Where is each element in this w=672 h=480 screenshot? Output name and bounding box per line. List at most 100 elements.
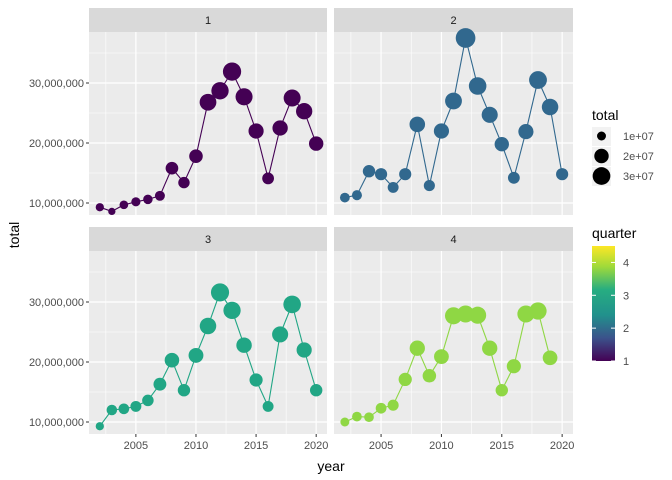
color-legend: quarter 1 2 3 4 (592, 225, 637, 368)
data-point (482, 340, 498, 356)
data-point (506, 359, 521, 374)
data-point (556, 168, 569, 181)
data-point (164, 352, 180, 368)
data-point (494, 137, 509, 152)
size-legend-label: 1e+07 (623, 131, 654, 143)
facet-strip (89, 8, 327, 32)
facet-strip-label: 1 (205, 15, 211, 27)
panel-background (334, 251, 573, 434)
x-tick-label: 2015 (490, 440, 514, 452)
data-point (455, 28, 476, 48)
data-point (340, 417, 350, 427)
data-point (507, 171, 520, 184)
facet-strip-label: 2 (450, 15, 456, 27)
data-point (375, 402, 387, 414)
data-point (143, 194, 153, 205)
data-point (272, 120, 288, 136)
data-point (283, 295, 301, 314)
data-point (398, 372, 412, 387)
size-legend-label: 2e+07 (623, 151, 654, 163)
data-point (529, 71, 547, 89)
size-legend-title: total (592, 107, 618, 123)
panel-background (89, 32, 327, 215)
color-legend-label: 3 (623, 290, 629, 302)
data-point (364, 412, 374, 423)
data-point (296, 103, 313, 120)
data-point (518, 124, 534, 140)
data-point (222, 62, 242, 81)
data-point (272, 326, 289, 343)
color-bar (592, 246, 615, 361)
data-point (262, 172, 274, 185)
data-point (223, 301, 241, 320)
data-point (130, 400, 142, 412)
data-point (210, 283, 230, 302)
data-point (249, 373, 263, 387)
data-point (131, 197, 141, 207)
data-point (468, 77, 487, 95)
facet-strip (89, 227, 327, 251)
size-legend-dot (592, 167, 611, 185)
data-point (339, 192, 350, 203)
data-point (211, 82, 229, 100)
x-tick-label: 2010 (184, 440, 208, 452)
data-point (154, 190, 165, 201)
facet-strip (334, 227, 573, 251)
color-legend-label: 2 (623, 323, 629, 335)
x-tick-label: 2010 (429, 440, 453, 452)
facet-panel-4: 4 (334, 227, 573, 434)
data-point (106, 404, 118, 416)
color-legend-label: 4 (623, 257, 629, 269)
data-point (445, 92, 462, 110)
data-point (541, 98, 559, 116)
data-point (529, 302, 547, 320)
y-tick-label: 10,000,000 (29, 417, 84, 429)
data-point (387, 181, 399, 193)
x-tick-label: 2020 (304, 440, 328, 452)
data-point (153, 377, 167, 391)
data-point (199, 317, 217, 335)
data-point (296, 342, 312, 358)
data-point (469, 306, 487, 324)
facet-panel-3: 3 (89, 227, 327, 434)
y-tick-label: 10,000,000 (29, 198, 84, 210)
y-tick-label: 30,000,000 (29, 78, 84, 90)
data-point (142, 394, 154, 407)
data-point (433, 123, 450, 139)
data-point (248, 123, 264, 139)
panel-background (89, 251, 327, 434)
x-tick-label: 2005 (124, 440, 148, 452)
data-point (177, 383, 191, 397)
x-axis-title: year (317, 458, 345, 474)
facet-panel-2: 2 (334, 8, 573, 215)
data-point (409, 116, 426, 133)
y-tick-label: 20,000,000 (29, 138, 84, 150)
facet-panel-1: 1 (89, 8, 327, 216)
data-point (95, 422, 104, 431)
data-point (262, 400, 274, 412)
data-point (434, 349, 449, 364)
facet-strip-label: 3 (205, 234, 211, 246)
data-point (409, 340, 425, 356)
data-point (387, 399, 399, 411)
data-point (375, 168, 388, 181)
data-point (199, 93, 217, 111)
data-point (119, 200, 129, 210)
y-tick-label: 20,000,000 (29, 357, 84, 369)
data-point (165, 161, 179, 175)
x-tick-label: 2015 (244, 440, 268, 452)
data-point (178, 176, 190, 189)
data-point (362, 164, 376, 178)
data-point (118, 403, 130, 415)
data-point (236, 337, 252, 353)
data-point (422, 369, 437, 383)
size-legend-dot (594, 148, 609, 164)
data-point (308, 136, 324, 151)
data-point (542, 350, 558, 366)
panel-background (334, 32, 573, 215)
x-tick-label: 2005 (369, 440, 393, 452)
size-legend-label: 3e+07 (623, 171, 654, 183)
color-legend-title: quarter (592, 225, 637, 241)
data-point (283, 89, 301, 107)
